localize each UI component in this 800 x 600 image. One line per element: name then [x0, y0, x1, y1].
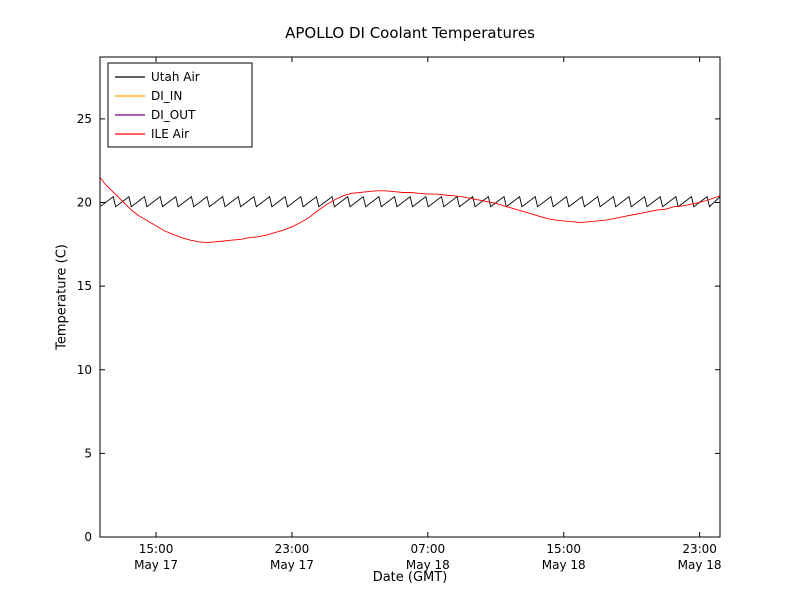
x-tick-date-label: May 17 [134, 558, 178, 572]
x-tick-date-label: May 17 [270, 558, 314, 572]
series-utah-air [99, 195, 721, 208]
y-tick-label: 0 [84, 530, 92, 544]
legend-label-di-in: DI_IN [151, 89, 182, 103]
y-tick-label: 25 [77, 112, 92, 126]
x-tick-time-label: 15:00 [546, 542, 581, 556]
x-tick-date-label: May 18 [406, 558, 450, 572]
y-tick-label: 20 [77, 196, 92, 210]
x-tick-time-label: 07:00 [411, 542, 446, 556]
y-tick-label: 15 [77, 279, 92, 293]
x-tick-time-label: 23:00 [275, 542, 310, 556]
series-ile-air [99, 177, 721, 244]
x-axis-label: Date (GMT) [372, 570, 448, 585]
y-tick-label: 5 [84, 446, 92, 460]
legend-label-di-out: DI_OUT [151, 108, 196, 122]
axes-frame [99, 56, 721, 538]
y-tick-label: 10 [77, 363, 92, 377]
x-tick-date-label: May 18 [678, 558, 722, 572]
legend-label-ile-air: ILE Air [151, 127, 189, 141]
legend-label-utah-air: Utah Air [151, 70, 200, 84]
legend: Utah Air DI_IN DI_OUT ILE Air [107, 62, 253, 148]
chart-title: APOLLO DI Coolant Temperatures [285, 24, 535, 42]
x-tick-time-label: 23:00 [682, 542, 717, 556]
x-tick-time-label: 15:00 [139, 542, 174, 556]
x-tick-date-label: May 18 [542, 558, 586, 572]
